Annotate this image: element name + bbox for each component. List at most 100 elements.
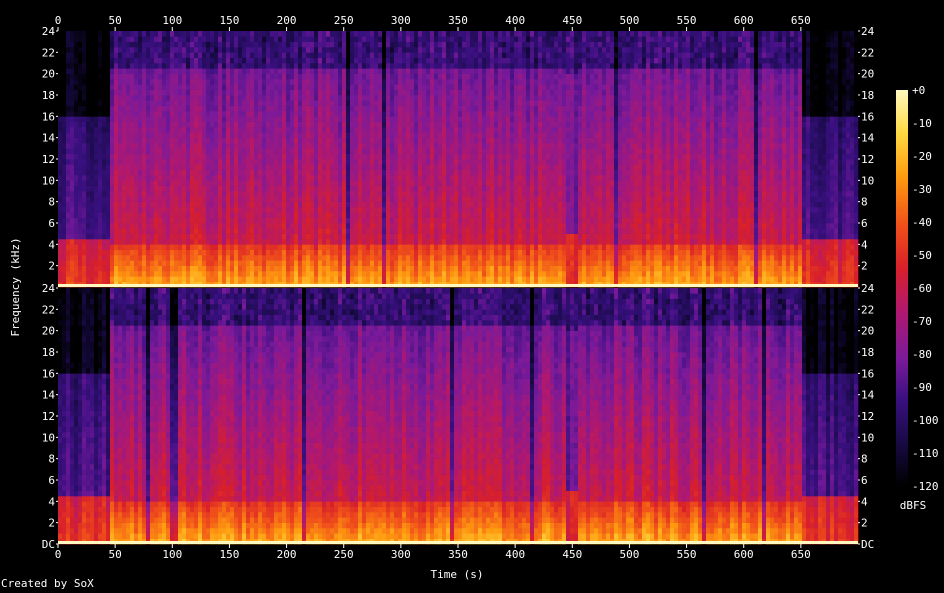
spectrogram-cell <box>186 127 191 133</box>
spectrogram-cell <box>130 31 135 37</box>
spectrogram-cell <box>70 223 75 229</box>
spectrogram-cell <box>178 127 183 133</box>
spectrogram-cell <box>330 121 335 128</box>
spectrogram-cell <box>302 116 307 122</box>
spectrogram-cell <box>166 228 171 234</box>
spectrogram-cell <box>190 191 195 197</box>
spectrogram-cell <box>74 153 79 160</box>
spectrogram-cell <box>242 143 247 149</box>
spectrogram-cell <box>254 100 259 106</box>
spectrogram-cell <box>354 121 359 128</box>
spectrogram-cell <box>250 132 255 138</box>
spectrogram-cell <box>182 52 187 58</box>
spectrogram-cell <box>430 196 435 202</box>
spectrogram-cell <box>186 276 191 282</box>
spectrogram-cell <box>466 159 471 165</box>
spectrogram-cell <box>306 180 311 186</box>
spectrogram-cell <box>450 127 455 133</box>
spectrogram-cell <box>94 153 99 160</box>
spectrogram-cell <box>462 57 467 64</box>
spectrogram-cell <box>138 132 143 138</box>
spectrogram-cell <box>238 191 243 197</box>
spectrogram-cell <box>210 100 215 106</box>
spectrogram-cell <box>322 212 327 218</box>
spectrogram-cell <box>274 244 279 250</box>
spectrogram-cell <box>274 260 279 266</box>
spectrogram-cell <box>178 196 183 202</box>
spectrogram-cell <box>374 164 379 170</box>
spectrogram-cell <box>338 212 343 218</box>
spectrogram-cell <box>398 116 403 122</box>
spectrogram-cell <box>290 185 295 192</box>
spectrogram-cell <box>294 116 299 122</box>
spectrogram-cell <box>470 127 475 133</box>
spectrogram-cell <box>234 249 239 256</box>
spectrogram-cell <box>182 185 187 192</box>
spectrogram-cell <box>294 164 299 170</box>
spectrogram-cell <box>206 79 211 85</box>
spectrogram-cell <box>446 217 451 224</box>
spectrogram-cell <box>162 180 167 186</box>
spectrogram-cell <box>214 73 219 80</box>
spectrogram-cell <box>358 255 363 261</box>
spectrogram-cell <box>58 159 63 165</box>
spectrogram-cell <box>310 57 315 64</box>
spectrogram-cell <box>350 153 355 160</box>
spectrogram-cell <box>382 249 387 256</box>
spectrogram-cell <box>158 127 163 133</box>
spectrogram-cell <box>394 164 399 170</box>
spectrogram-cell <box>258 239 263 245</box>
spectrogram-cell <box>70 31 75 37</box>
spectrogram-cell <box>82 105 87 112</box>
spectrogram-cell <box>154 95 159 101</box>
spectrogram-cell <box>118 137 123 144</box>
spectrogram-cell <box>334 132 339 138</box>
spectrogram-cell <box>190 31 195 37</box>
spectrogram-cell <box>318 249 323 256</box>
spectrogram-cell <box>310 79 315 85</box>
spectrogram-cell <box>350 217 355 224</box>
spectrogram-cell <box>190 255 195 261</box>
spectrogram-cell <box>322 89 327 96</box>
spectrogram-cell <box>382 233 387 240</box>
spectrogram-cell <box>286 164 291 170</box>
spectrogram-cell <box>314 249 319 256</box>
spectrogram-cell <box>438 100 443 106</box>
spectrogram-cell <box>274 265 279 272</box>
spectrogram-cell <box>302 164 307 170</box>
spectrogram-cell <box>226 84 231 90</box>
spectrogram-cell <box>422 233 427 240</box>
spectrogram-cell <box>258 116 263 122</box>
spectrogram-cell <box>226 249 231 256</box>
spectrogram-cell <box>466 249 471 256</box>
spectrogram-cell <box>86 201 91 208</box>
spectrogram-cell <box>62 57 67 64</box>
spectrogram-cell <box>298 100 303 106</box>
spectrogram-cell <box>62 249 67 256</box>
spectrogram-cell <box>466 121 471 128</box>
spectrogram-cell <box>102 127 107 133</box>
spectrogram-cell <box>238 31 243 37</box>
spectrogram-cell <box>434 132 439 138</box>
spectrogram-cell <box>442 47 447 53</box>
spectrogram-cell <box>442 207 447 213</box>
spectrogram-cell <box>70 249 75 256</box>
spectrogram-cell <box>194 185 199 192</box>
spectrogram-cell <box>130 265 135 272</box>
spectrogram-cell <box>222 84 227 90</box>
spectrogram-cell <box>434 52 439 58</box>
spectrogram-cell <box>170 239 175 245</box>
spectrogram-cell <box>394 228 399 234</box>
spectrogram-cell <box>310 196 315 202</box>
spectrogram-cell <box>286 159 291 165</box>
spectrogram-cell <box>174 73 179 80</box>
spectrogram-cell <box>330 169 335 176</box>
spectrogram-cell <box>278 31 283 37</box>
spectrogram-cell <box>258 191 263 197</box>
spectrogram-cell <box>454 31 459 37</box>
spectrogram-cell <box>422 79 427 85</box>
spectrogram-cell <box>94 137 99 144</box>
spectrogram-cell <box>374 265 379 272</box>
spectrogram-cell <box>182 105 187 112</box>
spectrogram-cell <box>346 52 351 58</box>
